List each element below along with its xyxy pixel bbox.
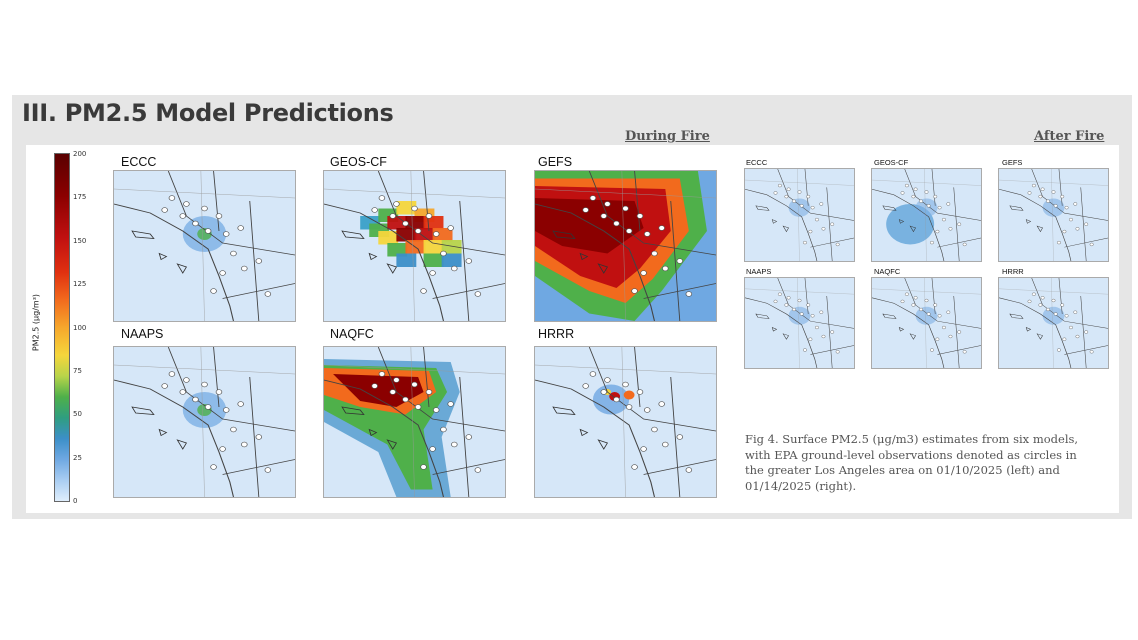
map-graphic xyxy=(324,171,505,321)
map-naaps-during xyxy=(113,346,296,498)
map-label-geos-cf: GEOS-CF xyxy=(330,155,387,169)
colorbar-tick: 150 xyxy=(73,236,87,245)
colorbar-tick: 75 xyxy=(73,366,82,375)
after-fire-header: After Fire xyxy=(1034,129,1105,144)
map-naqfc-during xyxy=(323,346,506,498)
colorbar-tick: 50 xyxy=(73,410,82,419)
map-eccc-during xyxy=(113,170,296,322)
small-label-gefs: GEFS xyxy=(1002,158,1023,167)
small-label-hrrr: HRRR xyxy=(1002,267,1024,276)
map-graphic xyxy=(745,169,854,261)
map-graphic xyxy=(872,169,981,261)
map-hrrr-after xyxy=(998,277,1109,369)
map-eccc-after xyxy=(744,168,855,262)
map-hrrr-during xyxy=(534,346,717,498)
map-graphic xyxy=(324,347,505,497)
during-fire-header: During Fire xyxy=(625,129,710,144)
colorbar-tick: 175 xyxy=(73,193,87,202)
map-graphic xyxy=(999,278,1108,368)
map-geos-cf-during xyxy=(323,170,506,322)
map-graphic xyxy=(114,171,295,321)
colorbar-tick: 200 xyxy=(73,150,87,158)
colorbar-tick: 0 xyxy=(73,497,78,505)
figure-caption: Fig 4. Surface PM2.5 (μg/m3) estimates f… xyxy=(745,432,1079,493)
map-label-gefs: GEFS xyxy=(538,155,573,169)
map-graphic xyxy=(535,347,716,497)
map-gefs-during xyxy=(534,170,717,322)
map-graphic xyxy=(114,347,295,497)
small-label-naaps: NAAPS xyxy=(746,267,772,276)
map-label-naaps: NAAPS xyxy=(121,327,164,341)
map-graphic xyxy=(999,169,1108,261)
colorbar-tick: 125 xyxy=(73,280,87,289)
small-label-geos-cf: GEOS-CF xyxy=(874,158,909,167)
map-naaps-after xyxy=(744,277,855,369)
slide-title: III. PM2.5 Model Predictions xyxy=(22,99,394,127)
small-label-eccc: ECCC xyxy=(746,158,768,167)
map-graphic xyxy=(872,278,981,368)
colorbar-tick: 25 xyxy=(73,453,82,462)
colorbar-tick: 100 xyxy=(73,323,87,332)
colorbar xyxy=(54,153,70,502)
map-label-naqfc: NAQFC xyxy=(330,327,374,341)
map-label-hrrr: HRRR xyxy=(538,327,575,341)
map-naqfc-after xyxy=(871,277,982,369)
map-gefs-after xyxy=(998,168,1109,262)
map-geos-cf-after xyxy=(871,168,982,262)
map-label-eccc: ECCC xyxy=(121,155,157,169)
colorbar-label: PM2.5 (μg/m³) xyxy=(31,293,41,352)
map-graphic xyxy=(745,278,854,368)
map-graphic xyxy=(535,171,716,321)
small-label-naqfc: NAQFC xyxy=(874,267,901,276)
